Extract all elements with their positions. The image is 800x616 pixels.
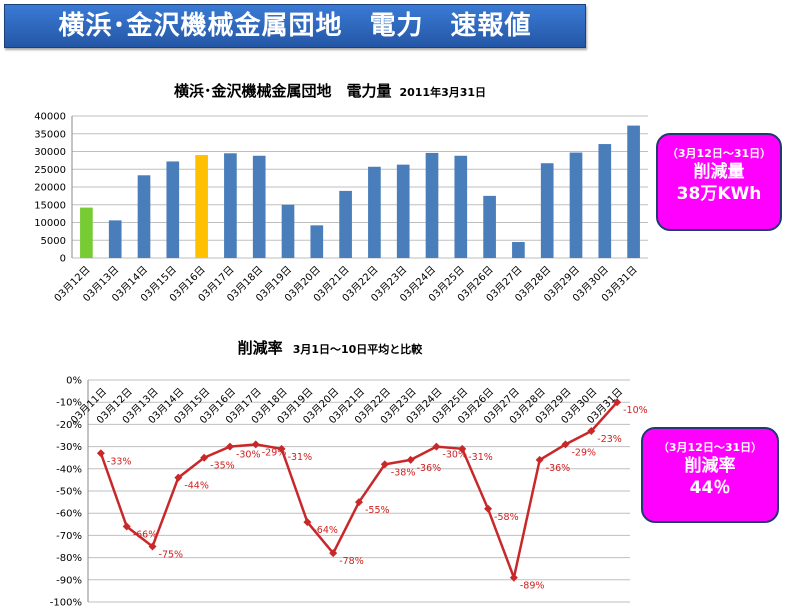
data-label: -31% xyxy=(468,452,493,463)
data-label: -33% xyxy=(107,456,132,467)
bar-y-tick-label: 25000 xyxy=(34,165,66,176)
data-point xyxy=(613,398,622,407)
bar xyxy=(137,175,151,258)
data-point xyxy=(587,427,596,436)
data-label: -10% xyxy=(623,405,648,416)
data-point xyxy=(174,473,183,482)
bar xyxy=(512,242,525,258)
bar-chart-subtitle: 2011年3月31日 xyxy=(399,86,487,99)
data-label: -30% xyxy=(442,450,467,461)
data-label: -29% xyxy=(262,447,287,458)
data-point xyxy=(303,518,312,527)
bar xyxy=(166,161,180,258)
callout-label: 削減量 xyxy=(693,162,745,182)
bar xyxy=(569,152,583,258)
callout-reduction-amount: （3月12日～31日） 削減量 38万KWh xyxy=(656,133,782,231)
callout-value: 38万KWh xyxy=(676,184,762,204)
bar-y-tick-label: 5000 xyxy=(41,236,66,247)
bar xyxy=(396,164,410,258)
bar xyxy=(80,207,93,258)
data-label: -29% xyxy=(571,447,596,458)
data-label: -35% xyxy=(210,461,235,472)
line-y-tick-label: -20% xyxy=(56,420,82,431)
bar xyxy=(598,144,612,258)
line-y-tick-label: -50% xyxy=(56,487,82,498)
bar xyxy=(339,190,352,258)
callout-label: 削減率 xyxy=(684,456,736,476)
line-y-tick-label: -70% xyxy=(56,531,82,542)
data-label: -36% xyxy=(417,463,442,474)
bar-chart-title-text: 横浜･金沢機械金属団地 電力量 xyxy=(173,82,392,100)
data-label: -36% xyxy=(546,463,571,474)
line-chart-title-text: 削減率 xyxy=(237,339,283,357)
bar xyxy=(368,166,381,258)
bar xyxy=(454,155,468,258)
bar xyxy=(108,220,122,258)
bar-y-tick-label: 35000 xyxy=(34,129,66,140)
data-label: -89% xyxy=(520,581,545,592)
data-point xyxy=(277,444,286,453)
bar xyxy=(310,225,324,258)
bar-y-tick-label: 0 xyxy=(60,254,66,265)
bar xyxy=(483,195,496,258)
line-y-tick-label: -80% xyxy=(56,553,82,564)
data-point xyxy=(355,498,363,507)
data-label: -38% xyxy=(391,467,416,478)
data-point xyxy=(122,522,131,531)
callout-period: （3月12日～31日） xyxy=(657,441,763,454)
header-banner: 横浜･金沢機械金属団地 電力 速報値 xyxy=(4,4,586,48)
callout-period: （3月12日～31日） xyxy=(666,147,772,160)
data-label: -75% xyxy=(159,550,184,561)
line-y-tick-label: -40% xyxy=(56,464,82,475)
bar-y-tick-label: 30000 xyxy=(34,147,66,158)
line-y-tick-label: 0% xyxy=(66,376,82,387)
bar-y-tick-label: 40000 xyxy=(34,112,66,123)
bar xyxy=(425,152,439,258)
bar xyxy=(281,204,295,258)
data-point xyxy=(380,460,389,469)
data-point xyxy=(96,449,105,458)
data-point xyxy=(509,573,518,582)
data-label: -44% xyxy=(184,481,209,492)
bar xyxy=(252,155,266,258)
data-point xyxy=(329,549,338,558)
line-y-tick-label: -10% xyxy=(56,398,82,409)
data-point xyxy=(458,444,467,453)
bar-y-tick-label: 15000 xyxy=(34,200,66,211)
data-point xyxy=(200,453,209,462)
data-point xyxy=(432,442,441,451)
data-point xyxy=(535,455,544,464)
data-label: -31% xyxy=(288,452,313,463)
bar xyxy=(224,153,237,258)
data-point xyxy=(148,542,157,551)
line-y-tick-label: -30% xyxy=(56,442,82,453)
bar-y-tick-label: 20000 xyxy=(34,183,66,194)
data-label: -78% xyxy=(339,556,364,567)
line-chart-subtitle: 3月1日～10日平均と比較 xyxy=(292,343,423,356)
data-label: -23% xyxy=(597,434,622,445)
data-point xyxy=(561,440,570,449)
callout-value: 44％ xyxy=(689,478,731,498)
line-y-tick-label: -100% xyxy=(50,598,82,609)
data-label: -30% xyxy=(236,450,261,461)
data-point xyxy=(225,442,234,451)
data-point xyxy=(484,504,493,513)
bar xyxy=(540,163,554,258)
line-y-tick-label: -90% xyxy=(56,575,82,586)
data-label: -64% xyxy=(313,525,338,536)
data-label: -58% xyxy=(494,512,519,523)
bar-chart-title: 横浜･金沢機械金属団地 電力量 2011年3月31日 xyxy=(0,80,660,101)
header-title: 横浜･金沢機械金属団地 電力 速報値 xyxy=(58,11,532,41)
data-label: -55% xyxy=(365,505,390,516)
bar-y-tick-label: 10000 xyxy=(34,218,66,229)
line-chart-title: 削減率 3月1日～10日平均と比較 xyxy=(0,337,660,358)
callout-reduction-rate: （3月12日～31日） 削減率 44％ xyxy=(641,427,779,523)
bar xyxy=(195,155,208,258)
data-label: -66% xyxy=(133,530,158,541)
bar xyxy=(627,125,640,259)
data-point xyxy=(406,455,415,464)
line-y-tick-label: -60% xyxy=(56,509,82,520)
data-point xyxy=(251,440,260,449)
